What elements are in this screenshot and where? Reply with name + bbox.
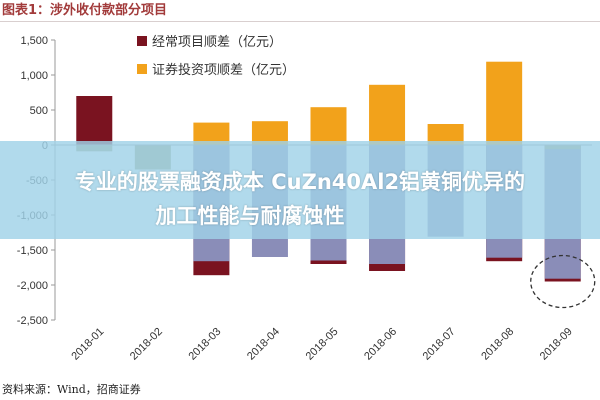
- legend: 经常项目顺差（亿元） 证券投资项顺差（亿元）: [137, 35, 295, 78]
- annotations: [530, 254, 596, 309]
- x-tick-label: 2018-04: [245, 326, 282, 363]
- bar-series-2-2018-03: [193, 122, 230, 145]
- y-tick-label: -1,500: [17, 245, 48, 257]
- x-tick-label: 2018-02: [128, 326, 165, 363]
- overlay-banner: [0, 141, 600, 239]
- banner-line-2: 加工性能与耐腐蚀性: [155, 204, 345, 228]
- x-tick-label: 2018-03: [186, 326, 223, 363]
- y-tick-label: 500: [30, 105, 48, 117]
- y-tick-label: 1,000: [20, 70, 48, 82]
- banner-line-1: 专业的股票融资成本 CuZn40Al2铝黄铜优异的: [74, 170, 526, 194]
- x-tick-label: 2018-06: [362, 326, 399, 363]
- bar-series-2-2018-05: [310, 107, 347, 145]
- bar-series-2-2018-06: [369, 84, 406, 145]
- x-tick-label: 2018-07: [421, 326, 458, 363]
- x-tick-label: 2018-09: [538, 326, 575, 363]
- bar-series-2-2018-08: [486, 61, 523, 146]
- highlight-circle: [530, 254, 596, 309]
- y-tick-label: -2,500: [17, 315, 48, 327]
- x-tick-label: 2018-01: [69, 326, 106, 363]
- y-tick-label: -2,000: [17, 280, 48, 292]
- bar-series-1-2018-01: [76, 96, 113, 145]
- bar-series-2-2018-07: [427, 124, 464, 145]
- legend-swatch: [137, 64, 147, 74]
- figure-title: 图表1：涉外收付款部分项目: [0, 0, 600, 22]
- legend-swatch: [137, 36, 147, 46]
- x-axis: 2018-01 2018-02 2018-03 2018-04 2018-05 2018-…: [69, 326, 574, 363]
- source-note: 资料来源：Wind，招商证券: [2, 383, 141, 396]
- bar-series-2-2018-04: [251, 121, 288, 145]
- legend-label: 经常项目顺差（亿元）: [152, 35, 282, 50]
- x-tick-label: 2018-05: [304, 326, 341, 363]
- y-tick-label: 1,500: [20, 35, 48, 47]
- x-tick-label: 2018-08: [479, 326, 516, 363]
- legend-label: 证券投资项顺差（亿元）: [152, 62, 295, 78]
